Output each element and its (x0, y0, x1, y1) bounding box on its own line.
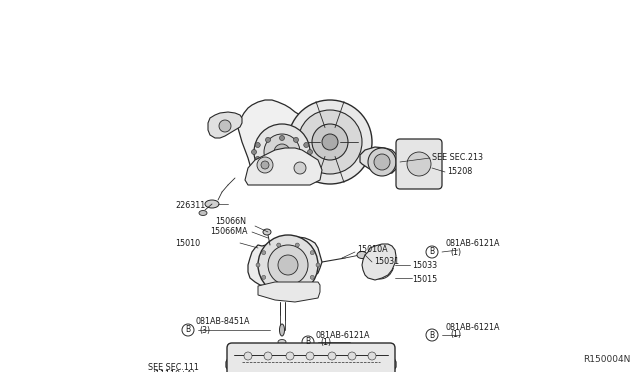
Polygon shape (238, 100, 325, 178)
Text: (1): (1) (450, 330, 461, 340)
Polygon shape (258, 282, 320, 302)
Text: 15010A: 15010A (357, 246, 388, 254)
Polygon shape (235, 358, 385, 372)
Text: 15066N: 15066N (215, 218, 246, 227)
Circle shape (261, 161, 269, 169)
Ellipse shape (375, 250, 381, 254)
Polygon shape (362, 244, 396, 280)
Text: 15208: 15208 (447, 167, 472, 176)
Circle shape (262, 251, 266, 255)
Circle shape (304, 157, 308, 161)
Circle shape (276, 283, 281, 287)
Text: R150004N: R150004N (582, 355, 630, 364)
Circle shape (294, 137, 298, 142)
Text: 15015: 15015 (412, 276, 437, 285)
Circle shape (254, 124, 310, 180)
Circle shape (262, 275, 266, 279)
Circle shape (280, 164, 285, 169)
Text: B: B (429, 247, 435, 257)
Circle shape (258, 235, 318, 295)
Text: 226311: 226311 (175, 201, 205, 209)
Circle shape (266, 137, 271, 142)
Circle shape (316, 263, 320, 267)
Circle shape (255, 142, 260, 148)
Text: 081AB-6121A: 081AB-6121A (445, 240, 499, 248)
Circle shape (274, 144, 290, 160)
Polygon shape (245, 148, 322, 185)
Text: B: B (305, 337, 310, 346)
Circle shape (304, 142, 308, 148)
Circle shape (256, 263, 260, 267)
Circle shape (252, 150, 257, 154)
Text: 15066MA: 15066MA (210, 228, 248, 237)
Ellipse shape (278, 340, 286, 344)
Text: (3): (3) (199, 326, 210, 334)
Text: SEE SEC.111: SEE SEC.111 (148, 363, 199, 372)
Circle shape (268, 245, 308, 285)
Polygon shape (360, 147, 400, 174)
Circle shape (368, 148, 396, 176)
FancyBboxPatch shape (396, 139, 442, 189)
FancyBboxPatch shape (227, 343, 395, 372)
Polygon shape (226, 355, 396, 372)
Text: 081AB-6121A: 081AB-6121A (315, 330, 369, 340)
Ellipse shape (280, 324, 285, 336)
Circle shape (280, 135, 285, 141)
Text: (1): (1) (320, 337, 331, 346)
Ellipse shape (263, 229, 271, 235)
Circle shape (322, 134, 338, 150)
Circle shape (368, 352, 376, 360)
Circle shape (276, 243, 281, 247)
Ellipse shape (199, 211, 207, 215)
Text: 15031: 15031 (374, 257, 399, 266)
Circle shape (295, 283, 300, 287)
Circle shape (312, 124, 348, 160)
Circle shape (348, 352, 356, 360)
Circle shape (310, 251, 314, 255)
Circle shape (294, 161, 298, 167)
Circle shape (294, 162, 306, 174)
Circle shape (307, 150, 312, 154)
Circle shape (374, 154, 390, 170)
Circle shape (288, 100, 372, 184)
Text: B: B (186, 326, 191, 334)
Circle shape (266, 161, 271, 167)
Circle shape (295, 243, 300, 247)
Circle shape (328, 352, 336, 360)
Ellipse shape (357, 251, 367, 259)
Text: (11110+A): (11110+A) (152, 371, 195, 372)
Polygon shape (208, 112, 242, 138)
Circle shape (298, 110, 362, 174)
Ellipse shape (205, 200, 219, 208)
Circle shape (407, 152, 431, 176)
Circle shape (219, 120, 231, 132)
Circle shape (306, 352, 314, 360)
Circle shape (286, 352, 294, 360)
Circle shape (255, 157, 260, 161)
Text: 15010: 15010 (175, 238, 200, 247)
Circle shape (264, 352, 272, 360)
Circle shape (310, 275, 314, 279)
Circle shape (278, 255, 298, 275)
Circle shape (257, 157, 273, 173)
Text: 081AB-6121A: 081AB-6121A (445, 323, 499, 331)
Text: 081AB-8451A: 081AB-8451A (195, 317, 250, 327)
Circle shape (244, 352, 252, 360)
Polygon shape (248, 237, 322, 287)
Text: B: B (429, 330, 435, 340)
Circle shape (264, 134, 300, 170)
Text: SEE SEC.213: SEE SEC.213 (432, 154, 483, 163)
Text: (1): (1) (450, 247, 461, 257)
Text: 15033: 15033 (412, 260, 437, 269)
